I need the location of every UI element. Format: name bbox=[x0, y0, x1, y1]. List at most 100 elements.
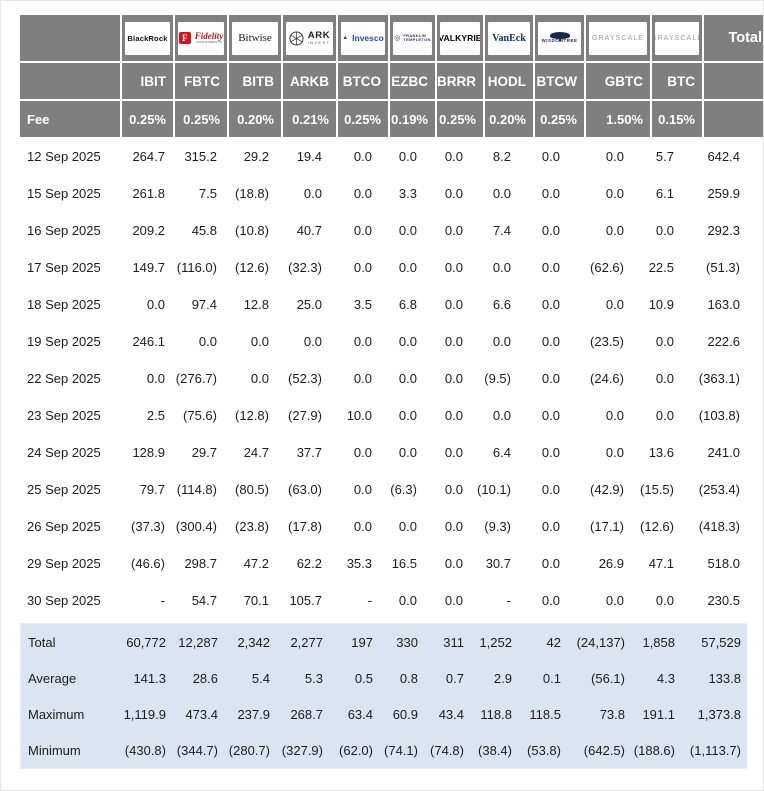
issuer-cell-ark: ARK INVEST bbox=[283, 15, 336, 61]
cell-arkb: 40.7 bbox=[296, 223, 322, 238]
ark-logo: ARK INVEST bbox=[286, 21, 333, 55]
cell-btc: 0.0 bbox=[655, 334, 674, 349]
valkyrie-logo: VALKYRIE bbox=[440, 21, 480, 55]
cell-gbtc: (17.1) bbox=[590, 519, 624, 534]
summary-total-hodl: 1,252 bbox=[470, 624, 518, 660]
summary-average-gbtc: (56.1) bbox=[567, 660, 631, 696]
cell-fbtc: (300.4) bbox=[175, 519, 217, 534]
cell-brrr: 0.0 bbox=[444, 408, 463, 423]
summary-total-arkb: 2,277 bbox=[276, 624, 329, 660]
row-date: 30 Sep 2025 bbox=[27, 593, 101, 608]
fee-blank-total-cell bbox=[704, 101, 763, 137]
grayscale-wordmark: GRAYSCALE bbox=[591, 34, 645, 42]
row-total: (103.8) bbox=[698, 408, 740, 423]
summary-maximum-btco: 63.4 bbox=[329, 696, 379, 732]
issuer-cell-blackrock: BlackRock bbox=[122, 15, 173, 61]
cell-hodl: (10.1) bbox=[477, 482, 511, 497]
issuer-cell-bitwise: Bitwise bbox=[229, 15, 281, 61]
cell-gbtc: 0.0 bbox=[605, 186, 624, 201]
franklin-globe-icon: ◎ bbox=[394, 35, 401, 42]
summary-minimum-arkb: (327.9) bbox=[276, 732, 329, 768]
row-total: 222.6 bbox=[707, 334, 740, 349]
cell-ezbc: 0.0 bbox=[398, 223, 417, 238]
cell-ibit: - bbox=[160, 593, 165, 608]
fee-label: Fee bbox=[20, 101, 120, 137]
cell-btcw: 0.0 bbox=[541, 593, 560, 608]
cell-ezbc: 0.0 bbox=[398, 408, 417, 423]
row-date: 17 Sep 2025 bbox=[27, 260, 101, 275]
ticker-blank-date-cell bbox=[20, 63, 120, 99]
cell-btco: 0.0 bbox=[353, 149, 372, 164]
ark-wordmark: ARK INVEST bbox=[307, 30, 331, 45]
fee-ezbc: 0.19% bbox=[390, 101, 435, 137]
summary-average-arkb: 5.3 bbox=[276, 660, 329, 696]
summary-maximum-ibit: 1,119.9 bbox=[121, 696, 172, 732]
cell-fbtc: (276.7) bbox=[175, 371, 217, 386]
cell-btcw: 0.0 bbox=[541, 408, 560, 423]
cell-brrr: 0.0 bbox=[444, 223, 463, 238]
summary-average-fbtc: 28.6 bbox=[172, 660, 224, 696]
cell-gbtc: (62.6) bbox=[590, 260, 624, 275]
fee-brrr: 0.25% bbox=[437, 101, 483, 137]
ticker-gbtc: GBTC bbox=[586, 63, 650, 99]
summary-maximum-arkb: 268.7 bbox=[276, 696, 329, 732]
summary-label-average: Average bbox=[21, 660, 121, 696]
cell-gbtc: (24.6) bbox=[590, 371, 624, 386]
grayscale-logo: GRAYSCALE bbox=[655, 21, 699, 55]
blackrock-wordmark: BlackRock bbox=[127, 33, 168, 43]
wisdomtree-logo: WISDOMTREE bbox=[538, 21, 581, 55]
issuer-cell-invesco: ▲ Invesco bbox=[338, 15, 388, 61]
cell-btc: 13.6 bbox=[648, 445, 674, 460]
cell-ezbc: 0.0 bbox=[398, 371, 417, 386]
summary-total-ibit: 60,772 bbox=[121, 624, 172, 660]
cell-btcw: 0.0 bbox=[541, 556, 560, 571]
cell-btco: 0.0 bbox=[353, 186, 372, 201]
row-date: 24 Sep 2025 bbox=[27, 445, 101, 460]
cell-arkb: 19.4 bbox=[296, 149, 322, 164]
fee-ibit: 0.25% bbox=[122, 101, 173, 137]
cell-ezbc: 3.3 bbox=[398, 186, 417, 201]
summary-average-btco: 0.5 bbox=[329, 660, 379, 696]
issuer-cell-vaneck: VanEck bbox=[485, 15, 533, 61]
cell-fbtc: (116.0) bbox=[176, 260, 217, 275]
cell-gbtc: 26.9 bbox=[598, 556, 624, 571]
cell-btco: 0.0 bbox=[353, 260, 372, 275]
cell-brrr: 0.0 bbox=[444, 445, 463, 460]
row-date: 19 Sep 2025 bbox=[27, 334, 101, 349]
cell-gbtc: 0.0 bbox=[605, 408, 624, 423]
templeton-name: TEMPLETON bbox=[403, 37, 431, 42]
summary-minimum-btcw: (53.8) bbox=[518, 732, 567, 768]
cell-gbtc: (42.9) bbox=[590, 482, 624, 497]
row-total: 292.3 bbox=[707, 223, 740, 238]
cell-btco: 0.0 bbox=[353, 371, 372, 386]
cell-brrr: 0.0 bbox=[444, 334, 463, 349]
ark-subtext: INVEST bbox=[307, 39, 331, 45]
summary-label-total: Total bbox=[21, 624, 121, 660]
cell-ibit: (46.6) bbox=[131, 556, 165, 571]
cell-bitb: (18.8) bbox=[235, 186, 269, 201]
cell-brrr: 0.0 bbox=[444, 149, 463, 164]
wisdomtree-wordmark: WISDOMTREE bbox=[542, 32, 578, 44]
fee-btcw: 0.25% bbox=[535, 101, 584, 137]
row-date: 12 Sep 2025 bbox=[27, 149, 101, 164]
cell-btco: 0.0 bbox=[353, 482, 372, 497]
cell-fbtc: 54.7 bbox=[191, 593, 217, 608]
fee-bitb: 0.20% bbox=[229, 101, 281, 137]
cell-brrr: 0.0 bbox=[444, 186, 463, 201]
cell-btc: 6.1 bbox=[655, 186, 674, 201]
row-date: 15 Sep 2025 bbox=[27, 186, 101, 201]
cell-arkb: 105.7 bbox=[289, 593, 322, 608]
ticker-ezbc: EZBC bbox=[390, 63, 435, 99]
invesco-triangle-icon: ▲ bbox=[342, 35, 349, 41]
cell-hodl: 8.2 bbox=[492, 149, 511, 164]
franklin-wordmark: FRANKLIN TEMPLETON bbox=[403, 33, 431, 42]
row-total: 163.0 bbox=[707, 297, 740, 312]
bitwise-logo: Bitwise bbox=[232, 21, 278, 55]
cell-ibit: (37.3) bbox=[131, 519, 165, 534]
cell-fbtc: 29.7 bbox=[191, 445, 217, 460]
invesco-wordmark: Invesco bbox=[352, 33, 384, 43]
row-date: 25 Sep 2025 bbox=[27, 482, 101, 497]
cell-arkb: 25.0 bbox=[296, 297, 322, 312]
cell-hodl: 7.4 bbox=[492, 223, 511, 238]
cell-btcw: 0.0 bbox=[541, 334, 560, 349]
